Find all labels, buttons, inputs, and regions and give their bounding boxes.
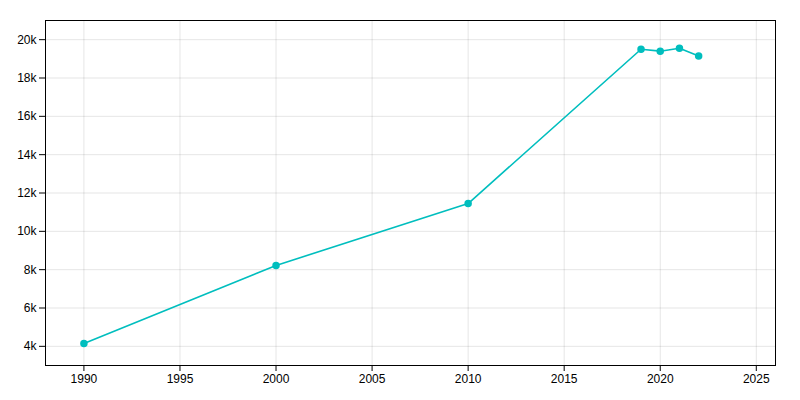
svg-text:2005: 2005 bbox=[359, 372, 386, 386]
svg-text:20k: 20k bbox=[17, 33, 37, 47]
svg-text:2015: 2015 bbox=[551, 372, 578, 386]
svg-text:6k: 6k bbox=[24, 301, 38, 315]
svg-text:2010: 2010 bbox=[455, 372, 482, 386]
svg-text:2000: 2000 bbox=[263, 372, 290, 386]
svg-text:12k: 12k bbox=[17, 186, 37, 200]
svg-text:2025: 2025 bbox=[743, 372, 770, 386]
svg-text:8k: 8k bbox=[24, 263, 38, 277]
svg-text:2020: 2020 bbox=[647, 372, 674, 386]
svg-text:18k: 18k bbox=[17, 71, 37, 85]
svg-text:16k: 16k bbox=[17, 109, 37, 123]
svg-text:14k: 14k bbox=[17, 148, 37, 162]
svg-text:4k: 4k bbox=[24, 339, 38, 353]
svg-text:1990: 1990 bbox=[71, 372, 98, 386]
svg-text:1995: 1995 bbox=[167, 372, 194, 386]
svg-text:10k: 10k bbox=[17, 224, 37, 238]
